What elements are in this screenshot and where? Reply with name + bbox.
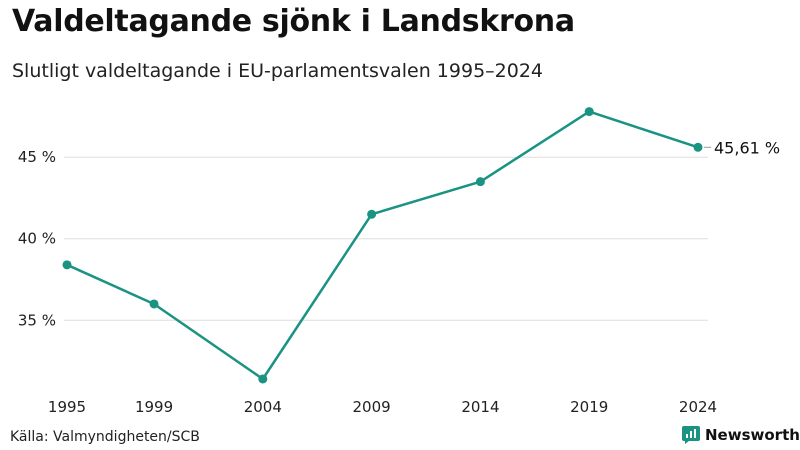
brand-logo: Newsworthy [682,426,800,444]
x-axis: 1995 1999 2004 2009 2014 2019 2024 [48,398,717,416]
chart-subtitle: Slutligt valdeltagande i EU-parlamentsva… [12,60,544,82]
data-point-2004 [258,374,268,384]
gridlines [64,156,708,321]
end-value-label: 45,61 % [714,138,780,157]
y-tick-label: 35 % [18,311,56,329]
data-point-2014 [475,177,485,187]
source-note: Källa: Valmyndigheten/SCB [10,429,200,445]
newsworthy-logo-icon [682,426,700,444]
y-axis: 35 % 40 % 45 % [18,148,56,329]
x-tick-label: 2024 [679,398,717,416]
x-tick-label: 2019 [570,398,608,416]
data-point-2019 [584,107,594,117]
annotations: 45,61 % [704,138,780,157]
data-point-1999 [149,299,159,309]
chart-title: Valdeltagande sjönk i Landskrona [12,4,575,39]
y-tick-label: 45 % [18,148,56,166]
data-points [62,107,703,384]
data-point-1995 [62,260,72,270]
series-line [65,110,700,381]
x-tick-label: 1995 [48,398,86,416]
data-point-2009 [367,209,377,219]
series-line-group [65,110,700,381]
y-tick-label: 40 % [18,230,56,248]
x-tick-label: 2014 [461,398,499,416]
x-tick-label: 2004 [244,398,282,416]
x-tick-label: 2009 [353,398,391,416]
x-tick-label: 1999 [135,398,173,416]
brand-name: Newsworthy [705,426,800,444]
data-point-2024 [693,142,703,152]
